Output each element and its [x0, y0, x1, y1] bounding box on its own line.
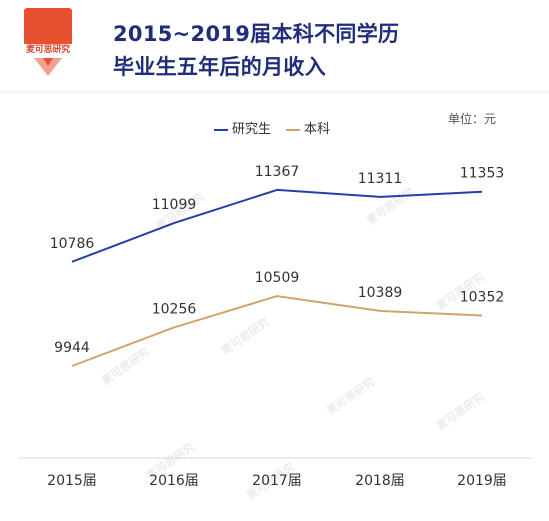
pencil-tip-icon — [34, 58, 62, 76]
logo-text: 麦可思研究 — [20, 44, 76, 56]
legend-swatch-series-2 — [286, 128, 300, 131]
brand-logo: 麦可思研究 — [20, 8, 76, 78]
series-line-2 — [71, 295, 483, 367]
header: 麦可思研究 2015~2019届本科不同学历 毕业生五年后的月收入 — [0, 0, 549, 94]
data-label-series-1: 11311 — [358, 171, 403, 187]
watermark-text: 麦可思研究 — [99, 344, 152, 387]
chart-panel — [0, 94, 549, 521]
x-tick-label: 2016届 — [149, 473, 199, 489]
legend-label-series-2: 本科 — [304, 122, 331, 137]
x-tick-label: 2017届 — [252, 473, 302, 489]
series-line-1 — [71, 188, 483, 263]
data-label-layer: 10786 11099 11367 11311 11353 9944 10256 10509 1… — [50, 164, 505, 356]
watermark-text: 麦可思研究 — [434, 389, 487, 432]
data-label-series-2: 10352 — [460, 290, 505, 306]
data-label-series-2: 10256 — [152, 301, 197, 317]
legend-swatch-series-1 — [214, 128, 228, 131]
data-label-series-1: 11353 — [460, 166, 505, 182]
data-label-series-2: 9944 — [54, 340, 90, 356]
legend-item-series-1: 研究生 — [214, 118, 271, 137]
unit-label: 单位：元 — [448, 112, 497, 126]
x-tick-layer: 2015届 2016届 2017届 2018届 2019届 — [47, 473, 507, 489]
data-label-series-1: 11367 — [255, 164, 300, 180]
x-tick-label: 2018届 — [355, 473, 405, 489]
data-label-series-1: 11099 — [152, 197, 197, 213]
series-layer — [71, 188, 483, 367]
watermark-text: 麦可思研究 — [364, 184, 417, 227]
chart-title-line-2: 毕业生五年后的月收入 — [113, 55, 326, 79]
data-label-series-1: 10786 — [50, 236, 95, 252]
x-tick-label: 2019届 — [457, 473, 507, 489]
chart-title-line-1: 2015~2019届本科不同学历 — [113, 22, 400, 46]
legend-item-series-2: 本科 — [286, 118, 330, 137]
pencil-lead-icon — [43, 58, 53, 66]
legend-label-series-1: 研究生 — [232, 122, 272, 137]
watermark-text: 麦可思研究 — [219, 314, 272, 357]
x-tick-label: 2015届 — [47, 473, 97, 489]
data-label-series-2: 10389 — [358, 285, 403, 301]
data-label-series-2: 10509 — [255, 270, 300, 286]
watermark-text: 麦可思研究 — [324, 374, 377, 417]
